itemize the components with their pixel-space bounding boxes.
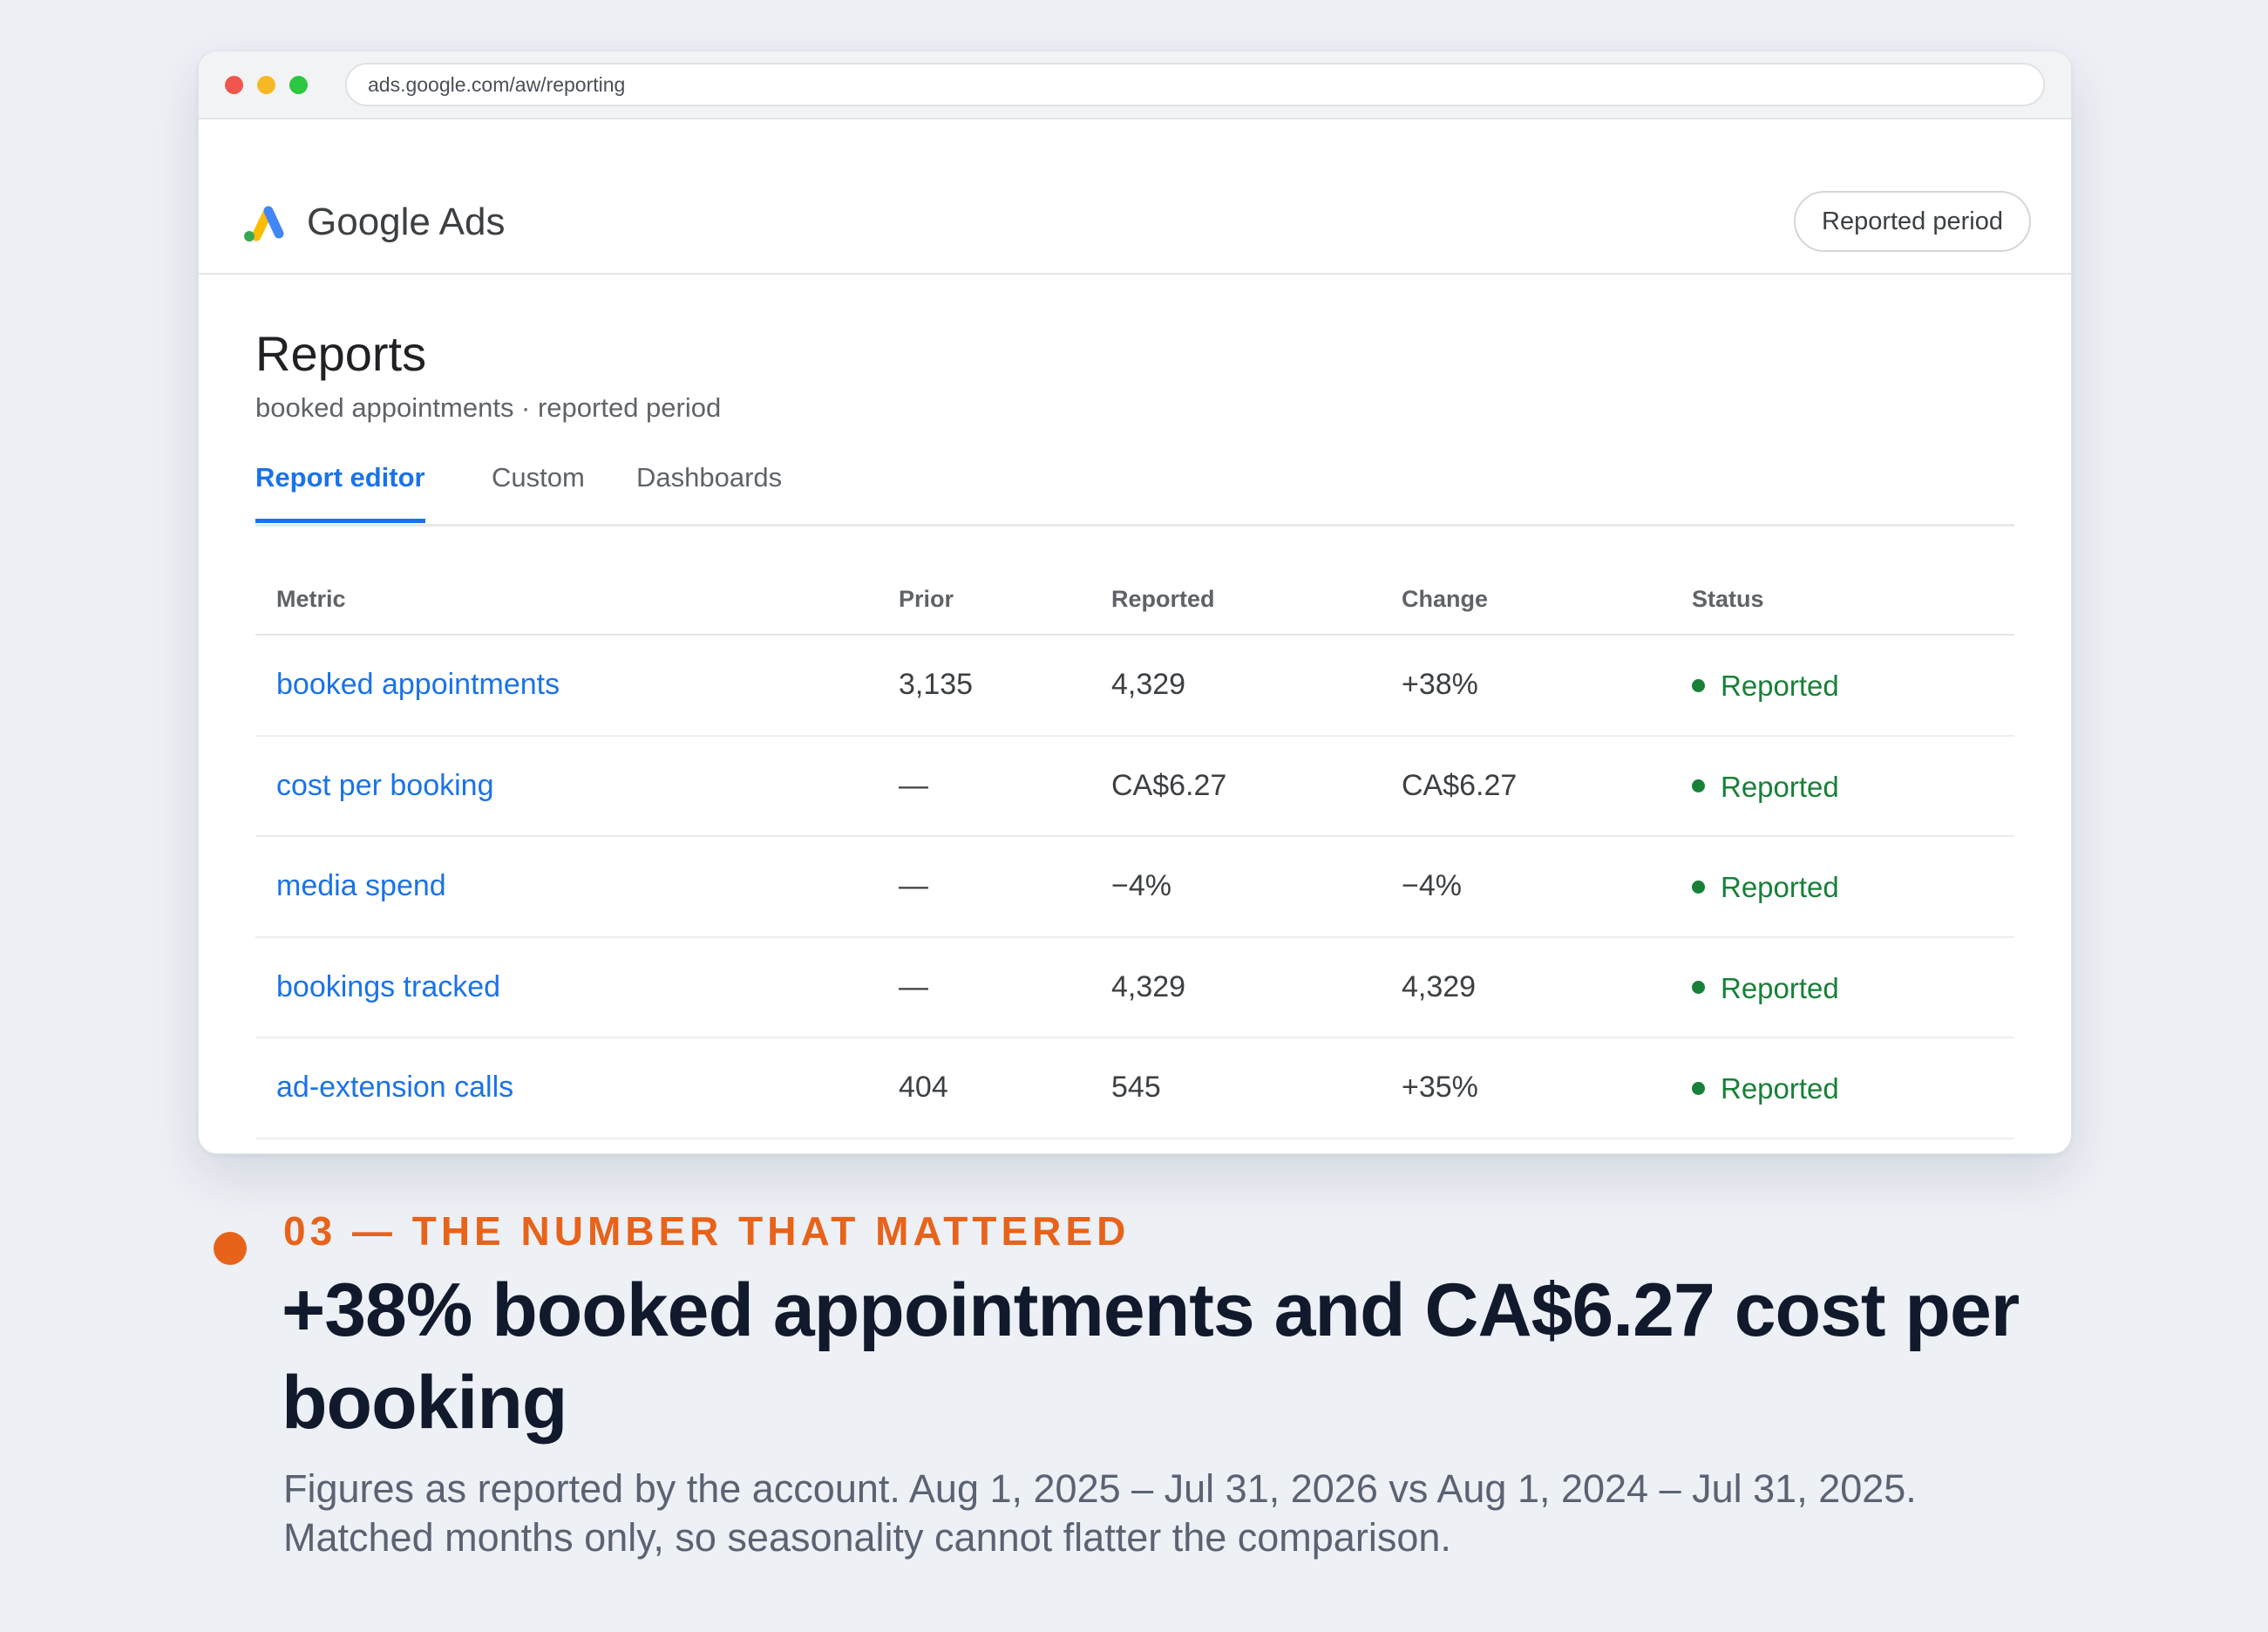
prior-value: — xyxy=(899,768,928,802)
browser-window: ads.google.com/aw/reporting Google Ads R… xyxy=(198,51,2072,1154)
metric-link[interactable]: cost per booking xyxy=(276,768,494,802)
column-header-status[interactable]: Status xyxy=(1692,586,1764,612)
table-row: ad-extension calls 404 545 +35% Reported xyxy=(255,1038,2014,1139)
metric-link[interactable]: media spend xyxy=(276,869,446,902)
caption-note-line-2: Matched months only, so seasonality cann… xyxy=(283,1515,1451,1560)
metric-link[interactable]: booked appointments xyxy=(276,668,560,701)
report-tabs: Report editor Custom Dashboards xyxy=(255,452,2014,527)
column-header-metric[interactable]: Metric xyxy=(276,586,346,612)
app-brand: Google Ads xyxy=(307,201,506,243)
tab-custom[interactable]: Custom xyxy=(492,462,585,493)
caption-note-line-1: Figures as reported by the account. Aug … xyxy=(283,1466,1917,1511)
column-header-change[interactable]: Change xyxy=(1402,586,1489,612)
column-header-prior[interactable]: Prior xyxy=(899,586,954,612)
column-header-reported[interactable]: Reported xyxy=(1111,586,1215,612)
address-bar[interactable]: ads.google.com/aw/reporting xyxy=(345,63,2045,106)
change-value: +38% xyxy=(1402,668,1478,701)
table-row: booked appointments 3,135 4,329 +38% Rep… xyxy=(255,636,2014,737)
status-badge: Reported xyxy=(1692,667,1839,705)
prior-value: — xyxy=(899,869,928,902)
status-badge: Reported xyxy=(1692,768,1839,806)
status-badge: Reported xyxy=(1692,1070,1839,1108)
status-dot-icon xyxy=(1692,779,1705,793)
reported-value: 4,329 xyxy=(1111,668,1186,701)
reported-value: −4% xyxy=(1111,869,1171,902)
close-window-icon[interactable] xyxy=(225,76,243,94)
prior-value: 3,135 xyxy=(899,668,974,701)
bullet-dot-icon xyxy=(214,1232,247,1265)
status-dot-icon xyxy=(1692,678,1705,692)
page-title: Reports xyxy=(255,326,427,381)
reported-period-button[interactable]: Reported period xyxy=(1794,191,2031,252)
status-dot-icon xyxy=(1692,1081,1705,1095)
prior-value: 404 xyxy=(899,1071,948,1104)
tab-dashboards[interactable]: Dashboards xyxy=(636,462,783,493)
report-table: Metric Prior Reported Change Status book… xyxy=(255,557,2014,1139)
status-label: Reported xyxy=(1721,770,1839,803)
google-ads-logo-icon xyxy=(244,206,284,241)
change-value: −4% xyxy=(1402,869,1462,902)
reported-value: 4,329 xyxy=(1111,969,1186,1003)
prior-value: — xyxy=(899,969,928,1003)
table-header: Metric Prior Reported Change Status xyxy=(255,557,2014,636)
headline: +38% booked appointments and CA$6.27 cos… xyxy=(282,1268,2020,1445)
table-row: bookings tracked — 4,329 4,329 Reported xyxy=(255,938,2014,1038)
section-eyebrow: 03 — THE NUMBER THAT MATTERED xyxy=(283,1208,1131,1254)
table-row: cost per booking — CA$6.27 CA$6.27 Repor… xyxy=(255,737,2014,837)
browser-chrome: ads.google.com/aw/reporting xyxy=(199,51,2071,119)
metric-link[interactable]: ad-extension calls xyxy=(276,1071,514,1104)
status-badge: Reported xyxy=(1692,868,1839,907)
caption-note: Figures as reported by the account. Aug … xyxy=(283,1465,2027,1562)
status-label: Reported xyxy=(1721,871,1839,903)
reported-value: CA$6.27 xyxy=(1111,768,1227,802)
reported-value: 545 xyxy=(1111,1071,1161,1104)
status-label: Reported xyxy=(1721,1072,1839,1105)
page-subtitle: booked appointments · reported period xyxy=(255,392,722,423)
metric-link[interactable]: bookings tracked xyxy=(276,969,501,1003)
minimize-window-icon[interactable] xyxy=(257,76,275,94)
status-badge: Reported xyxy=(1692,969,1839,1008)
tab-report-editor[interactable]: Report editor xyxy=(255,458,425,523)
status-label: Reported xyxy=(1721,670,1839,702)
table-row: media spend — −4% −4% Reported xyxy=(255,837,2014,938)
change-value: CA$6.27 xyxy=(1402,768,1518,802)
change-value: 4,329 xyxy=(1402,969,1477,1003)
change-value: +35% xyxy=(1402,1071,1478,1104)
status-dot-icon xyxy=(1692,880,1705,894)
app-header: Google Ads Reported period xyxy=(199,119,2071,275)
status-dot-icon xyxy=(1692,981,1705,995)
status-label: Reported xyxy=(1721,971,1839,1004)
maximize-window-icon[interactable] xyxy=(289,76,308,94)
